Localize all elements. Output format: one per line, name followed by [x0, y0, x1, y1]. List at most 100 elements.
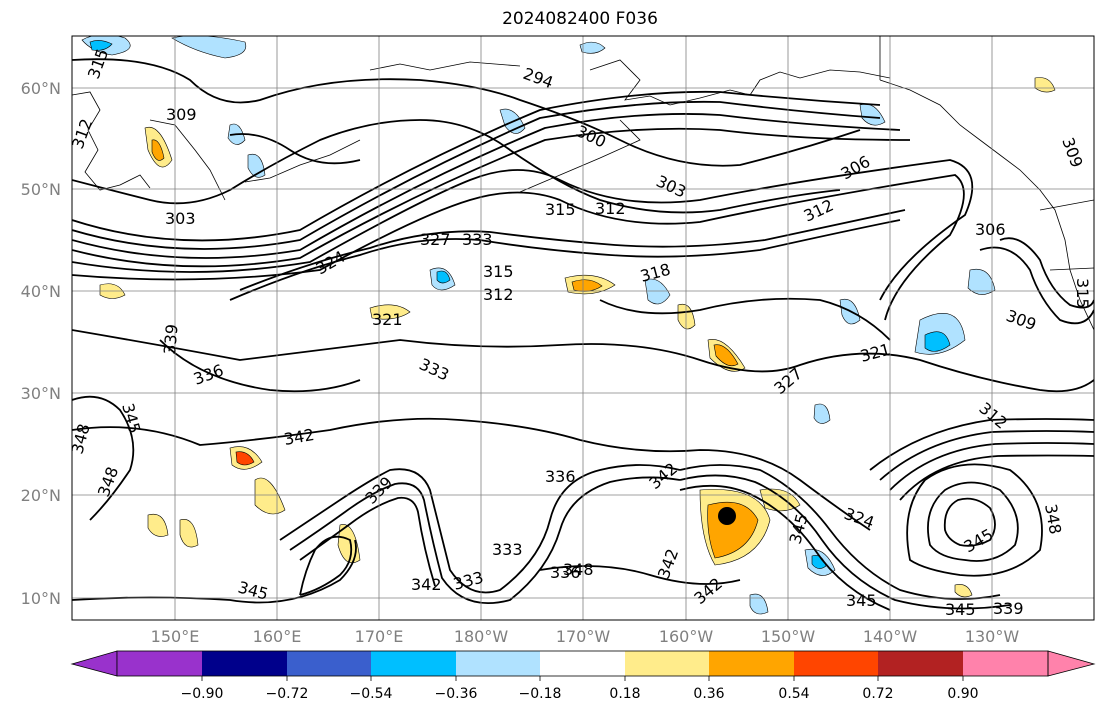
contour-label: 327 [420, 230, 451, 249]
lat-tick-label: 60°N [21, 79, 61, 98]
contour-line [906, 463, 1043, 577]
shade-blue [924, 331, 951, 352]
shade-yellow [337, 524, 361, 564]
contour-label: 315 [483, 262, 514, 281]
colorbar: −0.90 −0.72 −0.54 −0.36 −0.18 0.18 0.36 … [70, 650, 1096, 702]
colorbar-swatch [709, 651, 794, 676]
colorbar-tick-label: −0.54 [350, 686, 393, 702]
contour-label: 303 [165, 209, 196, 228]
lon-tick-label: 150°E [151, 627, 200, 646]
contour-label: 315 [545, 200, 576, 219]
shade-yellow [179, 518, 199, 548]
shade-blue [579, 41, 606, 54]
colorbar-swatch [540, 651, 625, 676]
shade-blue [644, 278, 671, 305]
colorbar-frame [116, 650, 1049, 677]
contour-line [229, 133, 361, 165]
contour-label: 309 [166, 105, 197, 124]
lat-tick-label: 20°N [21, 486, 61, 505]
shade-orange [713, 344, 739, 367]
contour-line [72, 395, 135, 521]
contour-line [299, 496, 436, 587]
contour-line [72, 58, 861, 167]
contour-line [599, 297, 891, 341]
contour-label: 345 [846, 591, 877, 610]
coastline [244, 139, 361, 183]
coastline [1049, 267, 1094, 271]
contour-label: 312 [595, 199, 626, 218]
shade-yellow [954, 584, 973, 598]
colorbar-swatch [456, 651, 540, 676]
shading-layer [81, 36, 1056, 615]
contour-line [889, 442, 1094, 491]
contour-label: 336 [550, 563, 581, 582]
coastline [879, 79, 1094, 331]
lon-tick-label: 160°W [659, 627, 714, 646]
contour-line [72, 417, 871, 531]
shade-blue [967, 268, 996, 295]
coastline [72, 91, 151, 191]
shade-blue [813, 403, 831, 424]
coastline [1039, 199, 1094, 211]
contour-line [72, 539, 357, 604]
contour-label: 345 [945, 600, 976, 619]
lat-tick-label: 30°N [21, 384, 61, 403]
shade-blue [749, 593, 769, 615]
contour-label: 348 [563, 560, 594, 579]
colorbar-swatch [202, 651, 287, 676]
contour-label: 339 [993, 599, 1024, 618]
shade-yellow [254, 477, 286, 515]
coastline-layer [72, 36, 1094, 331]
contour-line [979, 246, 1094, 325]
contour-label: 333 [462, 230, 493, 249]
contour-line [927, 481, 1019, 562]
lon-tick-label: 180°W [454, 627, 509, 646]
colorbar-tick-label: 0.18 [609, 686, 640, 702]
colorbar-tick-label: 0.36 [693, 686, 724, 702]
colorbar-swatch [625, 651, 709, 676]
lon-tick-label: 160°E [253, 627, 302, 646]
shade-blue [811, 555, 827, 569]
contour-line [72, 174, 965, 321]
contour-line [72, 119, 841, 214]
coastline [369, 61, 521, 71]
colorbar-tick-label: 0.72 [862, 686, 893, 702]
contour-line [72, 100, 881, 250]
contour-label: 336 [545, 467, 576, 486]
lon-tick-label: 140°W [863, 627, 918, 646]
contour-line [869, 418, 1094, 471]
lon-tick-labels: 150°E 160°E 170°E 180°W 170°W 160°W 150°… [151, 627, 1020, 646]
contour-line [159, 339, 361, 393]
lon-tick-label: 150°W [761, 627, 816, 646]
shade-yellow [369, 304, 411, 320]
lon-tick-label: 130°W [965, 627, 1020, 646]
colorbar-extend-max [1047, 650, 1096, 677]
contour-label: 333 [492, 540, 523, 559]
lon-tick-label: 170°W [556, 627, 611, 646]
colorbar-tick-labels: −0.90 −0.72 −0.54 −0.36 −0.18 0.18 0.36 … [181, 686, 979, 702]
lat-tick-label: 10°N [21, 589, 61, 608]
colorbar-tick-label: 0.54 [778, 686, 809, 702]
colorbar-ticks [201, 676, 964, 681]
storm-center-marker [718, 507, 736, 525]
contour-line [289, 476, 681, 604]
contour-label: 312 [483, 285, 514, 304]
colorbar-tick-label: −0.18 [519, 686, 562, 702]
contour-line [72, 127, 911, 268]
shade-blue [89, 40, 113, 51]
colorbar-swatch [963, 651, 1048, 676]
contour-line [229, 219, 901, 301]
contour-line [72, 159, 974, 301]
shade-blue [436, 270, 451, 284]
contour-line [72, 329, 1094, 393]
lat-tick-labels: 60°N 50°N 40°N 30°N 20°N 10°N [21, 79, 61, 608]
colorbar-tick-label: −0.72 [266, 686, 309, 702]
lon-tick-label: 170°E [355, 627, 404, 646]
shade-blue [171, 36, 247, 59]
contour-line [239, 209, 906, 291]
contour-line [943, 497, 996, 547]
shade-orange [151, 139, 165, 161]
contour-label: 306 [975, 220, 1006, 239]
contour-line [679, 484, 891, 611]
